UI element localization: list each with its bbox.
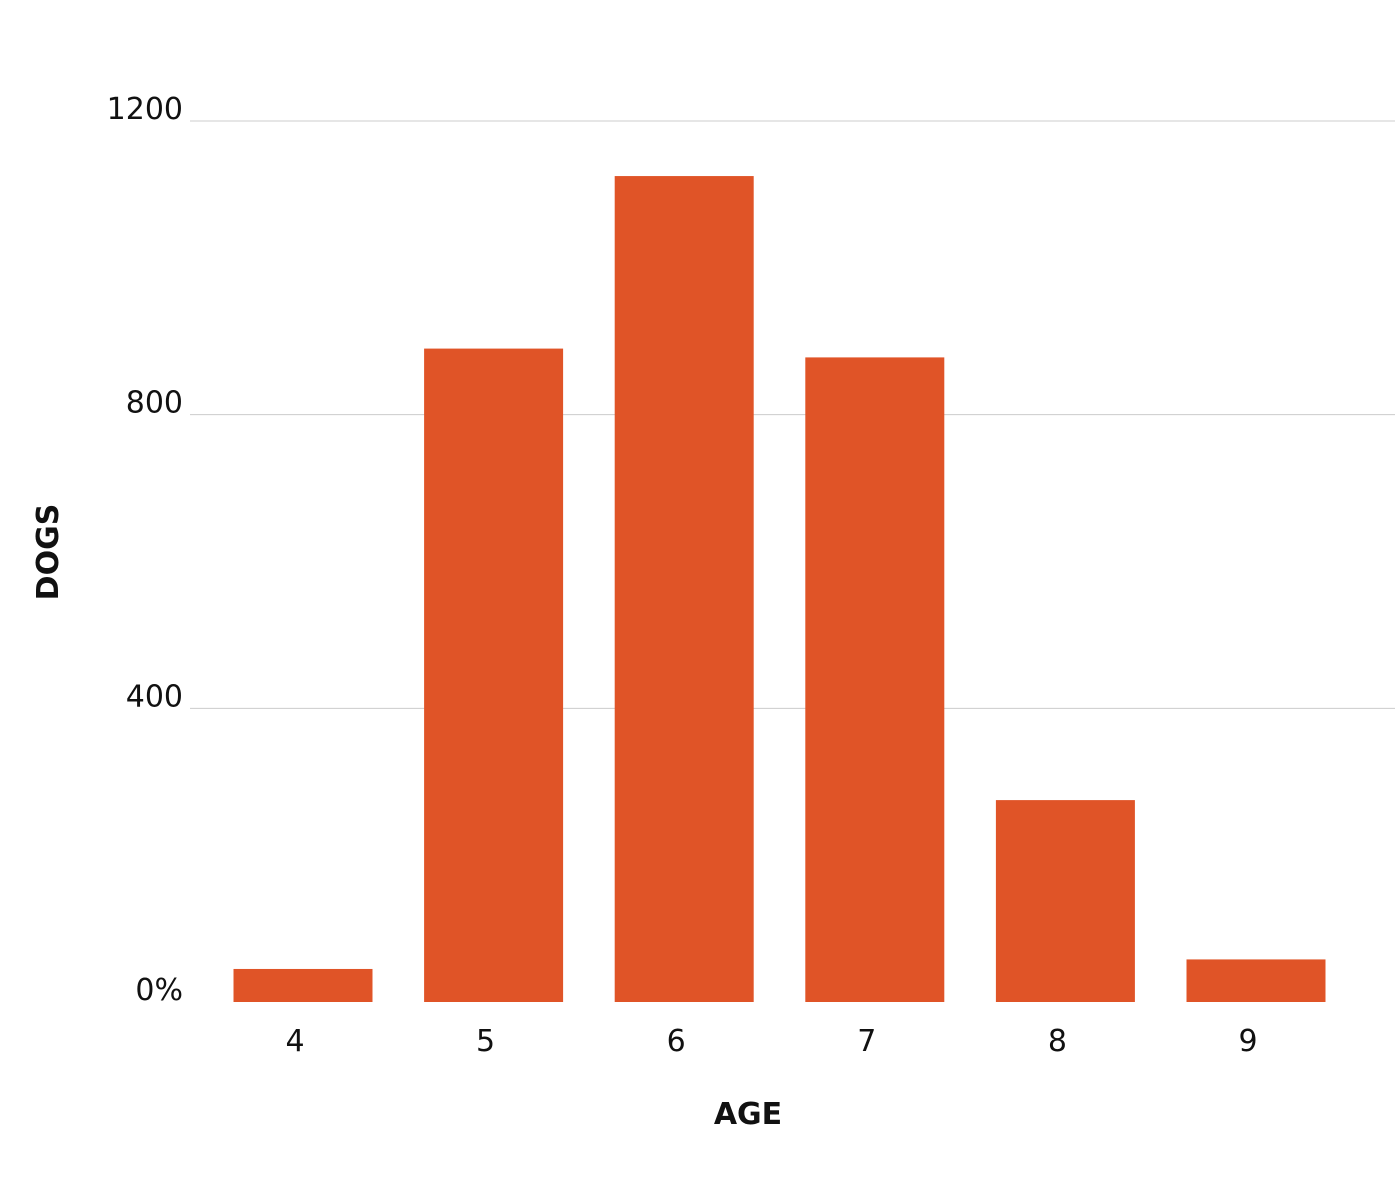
x-tick-label-4: 4 [285, 1024, 304, 1059]
x-tick-label-9: 9 [1238, 1024, 1257, 1059]
bar-7 [805, 357, 945, 1002]
y-axis-ticks: 0% 400 800 1200 [107, 92, 183, 1008]
bar-4 [233, 968, 373, 1002]
bars [233, 176, 1326, 1002]
gridlines [190, 120, 1395, 709]
bar-9 [1186, 959, 1326, 1002]
x-tick-label-7: 7 [857, 1024, 876, 1059]
y-axis-title: DOGS [31, 504, 66, 601]
bar-8 [995, 800, 1135, 1002]
y-tick-label-800: 800 [126, 386, 183, 421]
x-tick-label-8: 8 [1048, 1024, 1067, 1059]
x-axis-ticks: 4 5 6 7 8 9 [285, 1024, 1257, 1059]
x-axis-title: AGE [714, 1097, 782, 1132]
y-tick-label-400: 400 [126, 679, 183, 714]
x-tick-label-6: 6 [667, 1024, 686, 1059]
bar-5 [424, 348, 564, 1002]
bar-6 [614, 176, 754, 1002]
x-tick-label-5: 5 [476, 1024, 495, 1059]
y-tick-label-0: 0% [135, 973, 183, 1008]
y-tick-label-1200: 1200 [107, 92, 183, 127]
